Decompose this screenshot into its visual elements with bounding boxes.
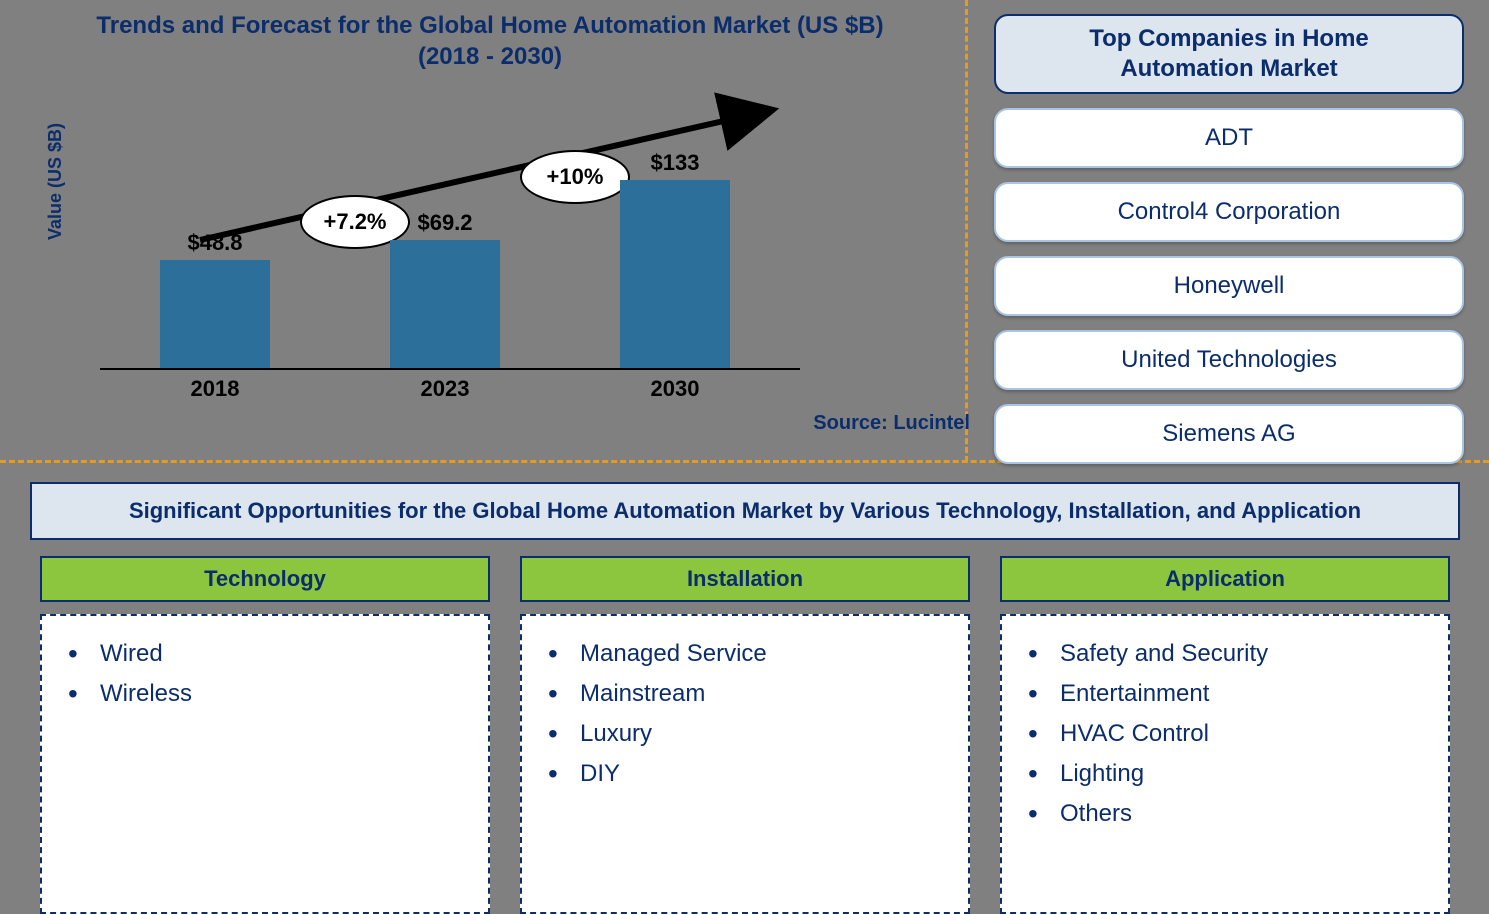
bar-value-2018: $48.8 <box>125 230 305 256</box>
category-technology: Technology Wired Wireless <box>40 556 490 914</box>
bar-2023 <box>390 240 500 370</box>
chart-title-line2: (2018 - 2030) <box>418 43 562 70</box>
x-axis-line <box>100 368 800 370</box>
app-item-safety: Safety and Security <box>1028 634 1422 674</box>
category-header-installation: Installation <box>520 556 970 602</box>
category-installation: Installation Managed Service Mainstream … <box>520 556 970 914</box>
bar-2018 <box>160 260 270 370</box>
bar-value-2030: $133 <box>585 150 765 176</box>
bar-value-2023: $69.2 <box>355 210 535 236</box>
companies-header-line2: Automation Market <box>1120 55 1337 82</box>
category-columns: Technology Wired Wireless Installation M… <box>40 556 1450 914</box>
category-body-application: Safety and Security Entertainment HVAC C… <box>1000 614 1450 914</box>
category-header-application: Application <box>1000 556 1450 602</box>
chart-title: Trends and Forecast for the Global Home … <box>20 10 960 72</box>
category-header-technology: Technology <box>40 556 490 602</box>
app-item-hvac: HVAC Control <box>1028 714 1422 754</box>
category-body-installation: Managed Service Mainstream Luxury DIY <box>520 614 970 914</box>
install-item-mainstream: Mainstream <box>548 674 942 714</box>
tech-item-wired: Wired <box>68 634 462 674</box>
opportunities-banner: Significant Opportunities for the Global… <box>30 482 1460 540</box>
install-item-managed: Managed Service <box>548 634 942 674</box>
company-item-honeywell: Honeywell <box>994 256 1464 316</box>
companies-header-line1: Top Companies in Home <box>1089 25 1369 52</box>
chart-title-line1: Trends and Forecast for the Global Home … <box>96 12 883 39</box>
company-item-united-technologies: United Technologies <box>994 330 1464 390</box>
chart-panel: Trends and Forecast for the Global Home … <box>20 10 960 430</box>
app-item-entertainment: Entertainment <box>1028 674 1422 714</box>
x-tick-2023: 2023 <box>355 376 535 402</box>
companies-header: Top Companies in Home Automation Market <box>994 14 1464 94</box>
x-tick-2030: 2030 <box>585 376 765 402</box>
install-item-diy: DIY <box>548 754 942 794</box>
category-application: Application Safety and Security Entertai… <box>1000 556 1450 914</box>
vertical-divider <box>965 0 968 462</box>
install-item-luxury: Luxury <box>548 714 942 754</box>
companies-panel: Top Companies in Home Automation Market … <box>994 14 1464 464</box>
y-axis-label: Value (US $B) <box>45 123 66 240</box>
x-tick-2018: 2018 <box>125 376 305 402</box>
tech-item-wireless: Wireless <box>68 674 462 714</box>
company-item-adt: ADT <box>994 108 1464 168</box>
app-item-lighting: Lighting <box>1028 754 1422 794</box>
category-body-technology: Wired Wireless <box>40 614 490 914</box>
source-label: Source: Lucintel <box>813 412 970 435</box>
bar-2030 <box>620 180 730 370</box>
app-item-others: Others <box>1028 794 1422 834</box>
chart-area: +7.2% +10% $48.8 $69.2 $133 2018 2023 20… <box>100 100 800 400</box>
company-item-siemens: Siemens AG <box>994 404 1464 464</box>
company-item-control4: Control4 Corporation <box>994 182 1464 242</box>
